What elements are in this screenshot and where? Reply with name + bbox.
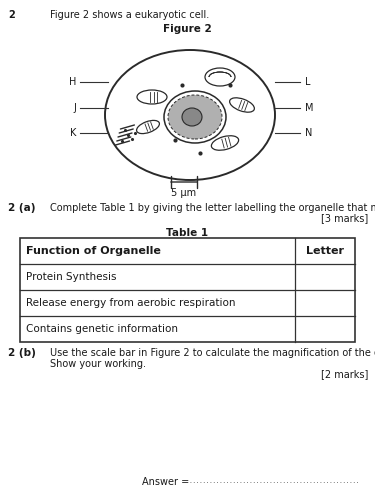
- Text: L: L: [305, 77, 310, 87]
- Text: 2 (b): 2 (b): [8, 348, 36, 358]
- Text: Contains genetic information: Contains genetic information: [26, 324, 178, 334]
- Bar: [20, 238, 355, 342]
- Text: Letter: Letter: [306, 246, 344, 256]
- Text: Show your working.: Show your working.: [50, 359, 146, 369]
- Text: Answer =: Answer =: [142, 477, 192, 487]
- Ellipse shape: [182, 108, 202, 126]
- Text: N: N: [305, 128, 312, 138]
- Text: K: K: [70, 128, 76, 138]
- Text: Function of Organelle: Function of Organelle: [26, 246, 161, 256]
- Text: 5 μm: 5 μm: [171, 188, 196, 198]
- Text: [3 marks]: [3 marks]: [321, 213, 368, 223]
- Text: Figure 2: Figure 2: [163, 24, 211, 34]
- Text: Release energy from aerobic respiration: Release energy from aerobic respiration: [26, 298, 235, 308]
- Text: Protein Synthesis: Protein Synthesis: [26, 272, 117, 282]
- Bar: [20, 238, 355, 342]
- Ellipse shape: [168, 95, 222, 139]
- Text: Complete Table 1 by giving the letter labelling the organelle that matches the f: Complete Table 1 by giving the letter la…: [50, 203, 375, 213]
- Text: Figure 2 shows a eukaryotic cell.: Figure 2 shows a eukaryotic cell.: [50, 10, 209, 20]
- Text: Table 1: Table 1: [166, 228, 208, 238]
- Text: 2: 2: [8, 10, 15, 20]
- Text: [2 marks]: [2 marks]: [321, 369, 368, 379]
- Text: 2 (a): 2 (a): [8, 203, 36, 213]
- Text: Use the scale bar in Figure 2 to calculate the magnification of the drawing.: Use the scale bar in Figure 2 to calcula…: [50, 348, 375, 358]
- Text: M: M: [305, 103, 314, 113]
- Text: J: J: [73, 103, 76, 113]
- Text: H: H: [69, 77, 76, 87]
